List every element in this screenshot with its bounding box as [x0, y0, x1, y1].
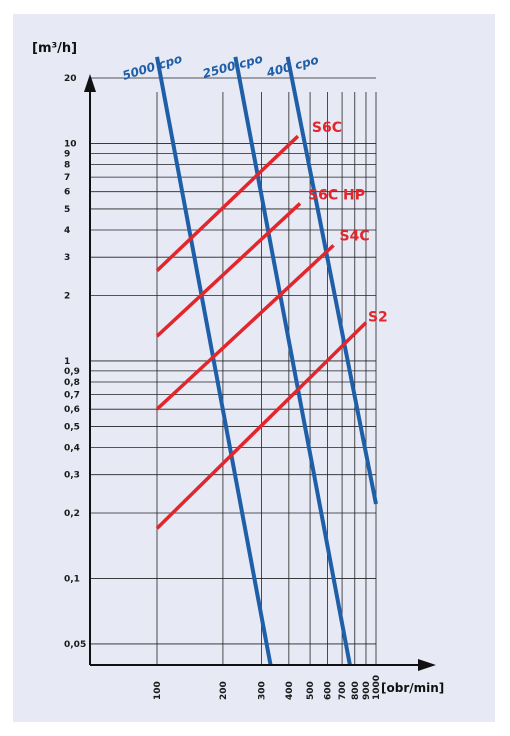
x-tick-label: 500: [306, 681, 316, 700]
axes-layer: [84, 74, 436, 671]
pump-line: [155, 134, 300, 272]
y-axis-arrow: [84, 74, 96, 92]
x-tick-label: 600: [323, 681, 333, 700]
y-tick-label: 0,6: [64, 405, 80, 415]
y-axis-label: [m³/h]: [32, 41, 77, 56]
x-tick-label: 400: [285, 681, 295, 700]
pump-label: S4C: [340, 228, 370, 244]
y-tick-label: 7: [64, 173, 70, 183]
y-tick-label: 0,4: [64, 444, 80, 454]
tick-labels-layer: 100 200 300 400 500 600 700 800 900 1000 0,05 0,1 0,…: [64, 74, 382, 700]
pump-line: [155, 244, 335, 411]
y-tick-label: 0,7: [64, 391, 80, 401]
viscosity-line: [155, 56, 273, 666]
x-tick-label: 800: [351, 681, 361, 700]
x-tick-label: 1000: [372, 675, 382, 700]
x-tick-label: 900: [362, 681, 372, 700]
y-tick-label: 0,1: [64, 574, 80, 584]
pump-line: [155, 321, 368, 530]
pump-label: S6C: [312, 120, 342, 136]
y-tick-label: 10: [64, 139, 77, 149]
x-tick-label: 300: [257, 681, 267, 700]
y-tick-label: 0,2: [64, 509, 80, 519]
x-axis-arrow: [418, 659, 436, 671]
viscosity-line: [285, 56, 378, 505]
x-tick-label: 100: [153, 681, 163, 700]
y-tick-label: 0,5: [64, 422, 80, 432]
y-tick-label: 9: [64, 149, 70, 159]
y-tick-label: 0,3: [64, 471, 80, 481]
y-tick-label: 0,8: [64, 378, 80, 388]
y-tick-label: 20: [64, 74, 77, 84]
chart-panel: [13, 14, 495, 722]
x-tick-label: 700: [338, 681, 348, 700]
y-tick-label: 5: [64, 205, 70, 215]
y-tick-label: 1: [64, 357, 70, 367]
viscosity-label: 2500 cpo: [201, 51, 264, 80]
y-tick-label: 3: [64, 253, 70, 263]
pump-line: [155, 202, 302, 338]
y-tick-label: 6: [64, 188, 70, 198]
x-axis-label: [obr/min]: [381, 681, 444, 695]
pump-label: S2: [368, 310, 388, 326]
y-tick-label: 4: [64, 226, 70, 236]
y-tick-label: 0,05: [64, 640, 86, 650]
pump-label: S6C HP: [308, 187, 365, 203]
y-tick-label: 2: [64, 291, 70, 301]
x-tick-label: 200: [219, 681, 229, 700]
y-tick-label: 0,9: [64, 367, 80, 377]
y-tick-label: 8: [64, 161, 70, 171]
series-layer: [155, 56, 378, 666]
viscosity-line: [233, 56, 352, 666]
